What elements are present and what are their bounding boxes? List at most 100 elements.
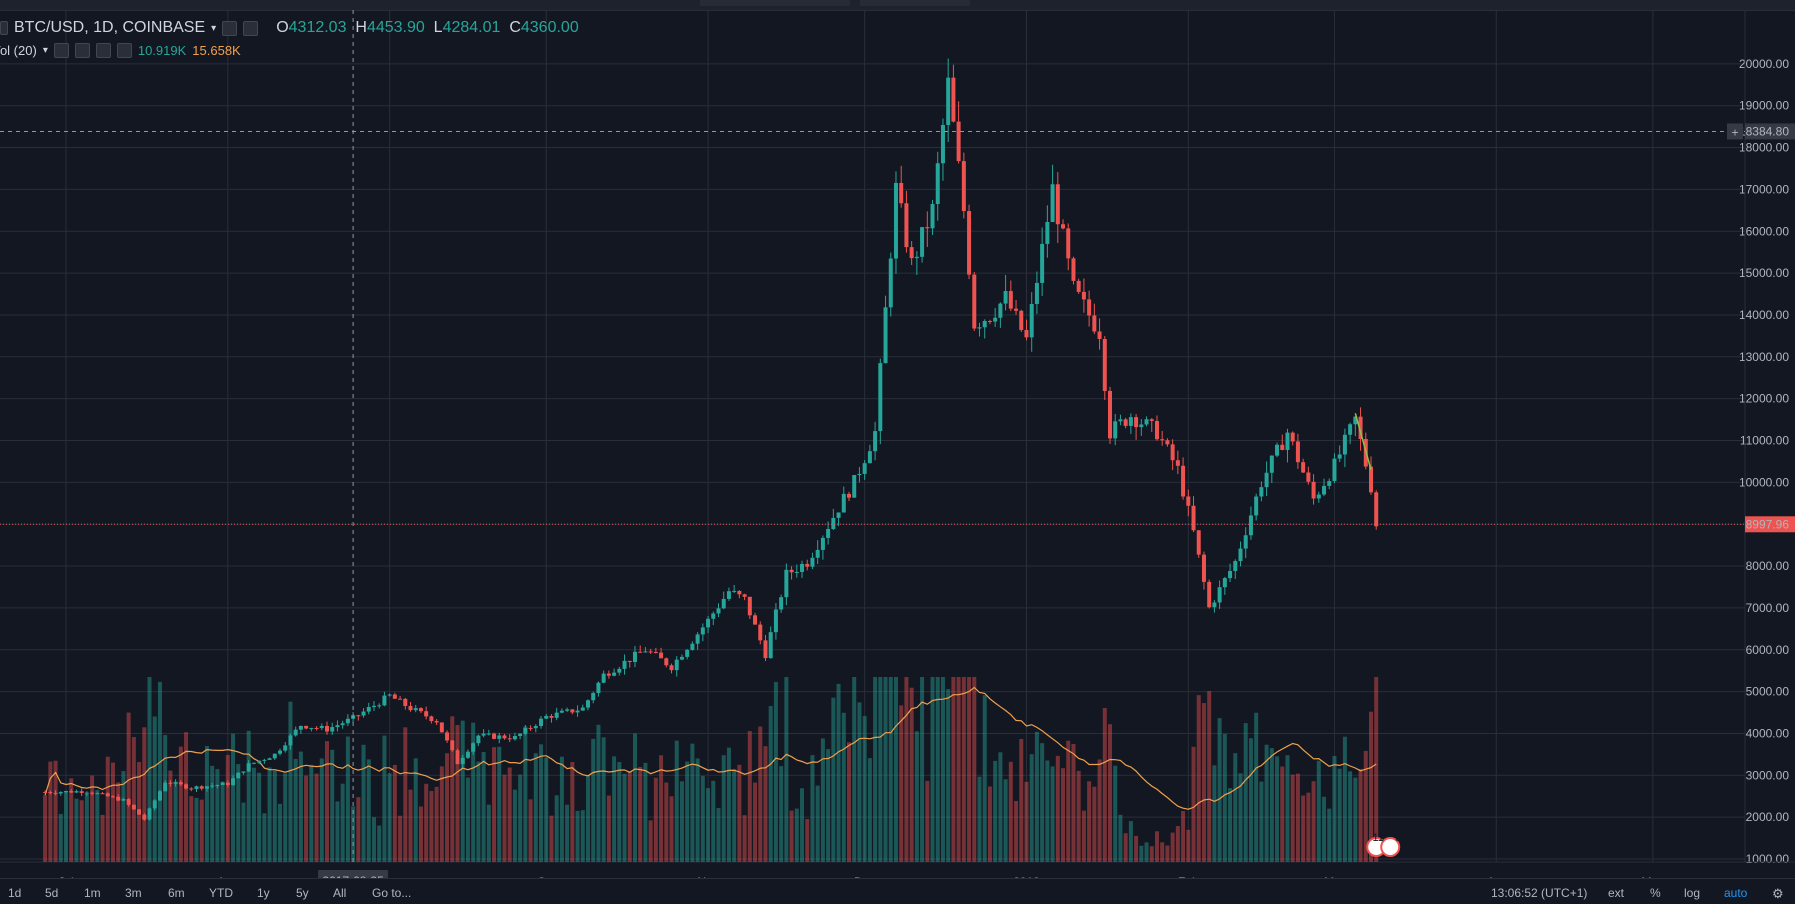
chevron-down-icon[interactable]: ▾ <box>42 45 48 56</box>
volume-bar <box>1275 756 1280 862</box>
volume-bar <box>659 755 664 862</box>
range-5d[interactable]: 5d <box>45 886 59 900</box>
y-tick-label: 14000.00 <box>1739 308 1789 322</box>
volume-bar <box>1233 753 1238 862</box>
candle-body <box>1019 310 1024 330</box>
percent-toggle[interactable]: % <box>1650 886 1661 900</box>
volume-bar <box>1358 768 1363 862</box>
collapse-icon[interactable] <box>0 21 8 35</box>
volume-bar <box>116 782 121 862</box>
range-ytd[interactable]: YTD <box>209 886 233 900</box>
volume-bar <box>267 767 272 862</box>
log-toggle[interactable]: log <box>1684 886 1701 900</box>
volume-bar <box>758 726 763 862</box>
candle-body <box>779 597 784 610</box>
candle-body <box>1024 329 1029 338</box>
volume-name[interactable]: Vol (20) <box>0 43 37 58</box>
symbol-name[interactable]: BTC/USD, 1D, COINBASE <box>14 19 206 36</box>
candle-body <box>695 634 700 644</box>
volume-bar <box>1337 768 1342 862</box>
price-chart[interactable]: JulAugSepOctNovDec2018FebMarAprMayJun100… <box>0 10 1795 878</box>
range-1y[interactable]: 1y <box>257 886 270 900</box>
volume-bar <box>815 785 820 862</box>
auto-toggle[interactable]: auto <box>1724 886 1748 900</box>
candle-body <box>377 705 382 707</box>
range-1d[interactable]: 1d <box>8 886 22 900</box>
volume-legend: Vol (20) ▾ 10.919K 15.658K <box>0 43 241 58</box>
volume-bar <box>800 788 805 862</box>
ext-toggle[interactable]: ext <box>1608 886 1625 900</box>
crosshair-price-box <box>1745 123 1795 140</box>
candle-body <box>878 363 883 432</box>
volume-bar <box>257 772 262 862</box>
range-1m[interactable]: 1m <box>84 886 101 900</box>
candle-body <box>1322 485 1327 495</box>
volume-bar <box>763 746 768 862</box>
volume-bar <box>1160 842 1165 862</box>
volume-bar <box>460 720 465 862</box>
volume-bar <box>1019 738 1024 862</box>
settings-icon[interactable] <box>74 43 90 58</box>
volume-bar <box>215 769 220 862</box>
candle-body <box>873 431 878 452</box>
eye-icon[interactable] <box>53 43 69 58</box>
candle-body <box>1348 424 1353 435</box>
chevron-down-icon[interactable]: ▾ <box>211 22 217 34</box>
volume-bar <box>293 758 298 862</box>
volume-bar <box>580 810 585 862</box>
volume-bar <box>737 764 742 862</box>
candle-body <box>1222 578 1227 588</box>
volume-bar <box>58 814 63 862</box>
candle-body <box>1280 444 1285 450</box>
candle-body <box>497 735 502 739</box>
volume-bar <box>700 775 705 862</box>
close-icon[interactable] <box>116 43 132 58</box>
eye-icon[interactable] <box>222 20 238 36</box>
candle-body <box>278 750 283 754</box>
volume-bar <box>1024 781 1029 862</box>
candle-body <box>773 609 778 633</box>
candle-body <box>131 804 136 810</box>
range-5y[interactable]: 5y <box>296 886 309 900</box>
candle-body <box>674 659 679 671</box>
candle-body <box>100 793 105 795</box>
volume-bar <box>1186 829 1191 862</box>
clock[interactable]: 13:06:52 (UTC+1) <box>1491 886 1588 900</box>
settings-icon[interactable] <box>243 20 259 36</box>
volume-bar <box>1191 746 1196 862</box>
volume-bar <box>361 744 366 862</box>
go-to-date-button[interactable]: Go to... <box>372 886 412 900</box>
gear-icon[interactable]: ⚙ <box>1772 886 1784 901</box>
volume-bar <box>1285 755 1290 862</box>
volume-bar <box>476 761 481 862</box>
volume-bar <box>606 795 611 862</box>
candle-body <box>899 182 904 204</box>
volume-bar <box>789 810 794 862</box>
volume-bar <box>53 760 58 862</box>
low-label: L <box>433 19 443 36</box>
volume-bar <box>492 747 497 862</box>
candle-body <box>1061 224 1066 229</box>
add-icon[interactable] <box>95 43 111 58</box>
candle-body <box>570 709 575 713</box>
candle-body <box>257 760 262 763</box>
range-all[interactable]: All <box>333 886 347 900</box>
candle-body <box>653 651 658 653</box>
top-toolbar-strip <box>0 0 1795 11</box>
candle-body <box>565 709 570 711</box>
candle-body <box>220 782 225 785</box>
candle-body <box>904 203 909 248</box>
volume-bar <box>925 780 930 862</box>
volume-bar <box>528 799 533 862</box>
volume-bar <box>726 747 731 862</box>
candle-body <box>330 727 335 732</box>
volume-bar <box>1061 768 1066 862</box>
candle-body <box>110 796 115 798</box>
range-3m[interactable]: 3m <box>125 886 142 900</box>
volume-bar <box>481 752 486 862</box>
volume-bar <box>1243 723 1248 862</box>
volume-bar <box>747 731 752 862</box>
candle-body <box>726 591 731 599</box>
range-6m[interactable]: 6m <box>168 886 185 900</box>
high-value: 4453.90 <box>366 19 425 36</box>
